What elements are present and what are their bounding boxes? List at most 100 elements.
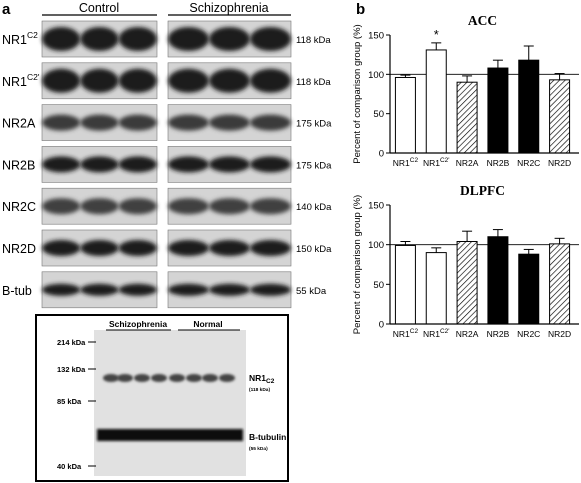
blot-band	[250, 156, 291, 173]
blot-band	[42, 68, 81, 93]
bar-nr2d	[549, 79, 571, 154]
blot-band	[168, 114, 209, 131]
inset-band-nr1-size: (118 kDa)	[249, 387, 270, 393]
inset-nr1-band	[169, 374, 185, 382]
y-tick-label: 100	[368, 70, 384, 81]
blot-band	[168, 27, 209, 51]
bar-nr1c2	[394, 244, 416, 325]
x-tick-label: NR2A	[456, 329, 479, 339]
x-tick-label: NR2D	[548, 329, 571, 339]
blot-band	[80, 240, 119, 256]
blot-band	[80, 27, 119, 51]
inset-nr1-band	[219, 374, 235, 382]
blot-band	[168, 283, 209, 296]
blot-band	[118, 114, 157, 131]
inset-nr1-band	[151, 374, 167, 382]
blot-row-label: NR2B	[2, 158, 35, 172]
x-tick-label: NR2B	[487, 158, 510, 168]
blot-band	[209, 156, 250, 173]
blot-band	[209, 27, 250, 51]
blot-band	[80, 156, 119, 173]
inset-group-normal: Normal	[193, 319, 222, 329]
bar-nr2d	[549, 243, 571, 325]
inset-nr1-band	[103, 374, 119, 382]
chart-title: ACC	[468, 13, 497, 28]
chart-acc: ACC Percent of comparison group (%) 0 50 100…	[352, 13, 579, 168]
blot-row-kda: 140 kDa	[296, 202, 332, 213]
blot-row-kda: 175 kDa	[296, 119, 332, 130]
x-tick-label: NR1C2	[393, 157, 419, 168]
inset-btubulin-band	[97, 429, 243, 441]
blot-band	[42, 283, 81, 296]
bar-nr2a	[456, 240, 478, 325]
blot-row-label: NR1C2'	[2, 72, 40, 89]
blot-band	[42, 114, 81, 131]
inset-blot: Schizophrenia Normal 214 kDa 132 kDa 85 …	[35, 314, 289, 482]
blot-band	[42, 156, 81, 173]
inset-nr1-band	[186, 374, 202, 382]
inset-bands	[97, 374, 243, 441]
blot-band	[250, 283, 291, 296]
marker-40: 40 kDa	[57, 462, 82, 471]
blot-band	[118, 240, 157, 256]
y-tick-label: 100	[368, 240, 384, 251]
inset-membrane	[94, 330, 246, 476]
group-label-control: Control	[79, 1, 119, 15]
y-tick-label: 150	[368, 31, 384, 42]
blot-band	[209, 198, 250, 215]
marker-132: 132 kDa	[57, 365, 86, 374]
x-tick-label: NR1C2'	[423, 157, 450, 168]
marker-85: 85 kDa	[57, 397, 82, 406]
marker-214: 214 kDa	[57, 338, 86, 347]
blot-band	[168, 198, 209, 215]
inset-nr1-band	[134, 374, 150, 382]
x-tick-label: NR1C2	[393, 328, 419, 339]
blot-row-label: NR1C2	[2, 30, 38, 47]
blot-band	[118, 283, 157, 296]
x-tick-label: NR2C	[517, 329, 540, 339]
blot-band	[250, 68, 291, 93]
blot-band	[80, 198, 119, 215]
blot-band	[168, 68, 209, 93]
blot-band	[42, 240, 81, 256]
bar-nr2a	[456, 81, 478, 154]
inset-nr1-band	[202, 374, 218, 382]
panel-a-letter: a	[2, 1, 11, 18]
bar-nr1c2-prime	[425, 252, 447, 325]
blot-row-kda: 118 kDa	[296, 35, 331, 46]
inset-nr1-band	[117, 374, 133, 382]
y-axis-label: Percent of comparison group (%)	[352, 195, 363, 334]
inset-band-nr1-label: NR1C2	[249, 373, 275, 385]
blot-band	[250, 27, 291, 51]
blot-band	[209, 68, 250, 93]
blot-band	[118, 198, 157, 215]
x-tick-label: NR2C	[517, 158, 540, 168]
blot-band	[42, 27, 81, 51]
y-tick-label: 50	[373, 280, 384, 291]
blot-band	[250, 114, 291, 131]
blot-band	[118, 68, 157, 93]
blot-row-kda: 150 kDa	[296, 244, 332, 255]
blot-row-kda: 175 kDa	[296, 160, 332, 171]
western-blot-strips: NR1C2 118 kDa NR1C2' 118 kDa NR2A 175 kDa NR2B…	[2, 20, 332, 309]
x-tick-label: NR2A	[456, 158, 479, 168]
blot-row-kda: 55 kDa	[296, 286, 327, 297]
y-tick-label: 0	[379, 320, 384, 331]
significance-asterisk: *	[434, 27, 439, 42]
y-tick-label: 0	[379, 149, 384, 160]
x-tick-label: NR2B	[487, 329, 510, 339]
blot-row-label: NR2A	[2, 117, 36, 131]
blot-row-label: NR2C	[2, 200, 36, 214]
blot-band	[250, 240, 291, 256]
panel-b-letter: b	[356, 1, 365, 18]
chart-dlpfc: DLPFC Percent of comparison group (%) 0 50 1…	[352, 183, 579, 339]
blot-row-label: NR2D	[2, 242, 36, 256]
x-tick-label: NR1C2'	[423, 328, 450, 339]
inset-group-schizophrenia: Schizophrenia	[109, 319, 167, 329]
bar-nr2b	[487, 236, 509, 325]
x-tick-label: NR2D	[548, 158, 571, 168]
blot-band	[250, 198, 291, 215]
bar-nr2c	[518, 59, 540, 154]
blot-band	[168, 156, 209, 173]
blot-band	[42, 198, 81, 215]
